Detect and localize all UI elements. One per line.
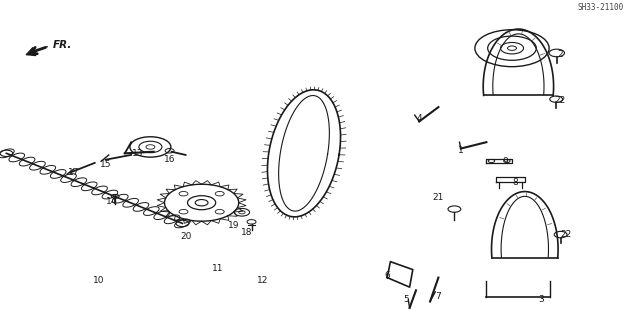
Text: SH33-21100: SH33-21100: [578, 3, 624, 11]
Text: 5: 5: [404, 295, 409, 304]
Text: 22: 22: [561, 230, 572, 239]
Text: 6: 6: [385, 271, 390, 280]
Text: 10: 10: [93, 276, 105, 285]
Text: 4: 4: [417, 114, 422, 123]
Text: 13: 13: [132, 149, 143, 158]
Text: 2: 2: [557, 50, 563, 59]
Text: 3: 3: [538, 295, 543, 304]
Text: 11: 11: [212, 263, 223, 272]
Text: 15: 15: [100, 160, 111, 169]
Text: FR.: FR.: [52, 40, 72, 49]
Text: 9: 9: [503, 157, 508, 166]
Text: 21: 21: [433, 193, 444, 203]
Text: 17: 17: [68, 168, 79, 177]
Text: 12: 12: [257, 276, 268, 285]
Text: 19: 19: [228, 220, 239, 229]
Text: 7: 7: [436, 292, 441, 301]
Text: 8: 8: [513, 177, 518, 187]
Text: 1: 1: [458, 146, 463, 155]
Text: 22: 22: [554, 96, 566, 105]
Text: 20: 20: [180, 232, 191, 241]
Text: 14: 14: [106, 197, 118, 206]
Text: 18: 18: [241, 228, 252, 237]
Text: 16: 16: [164, 155, 175, 164]
